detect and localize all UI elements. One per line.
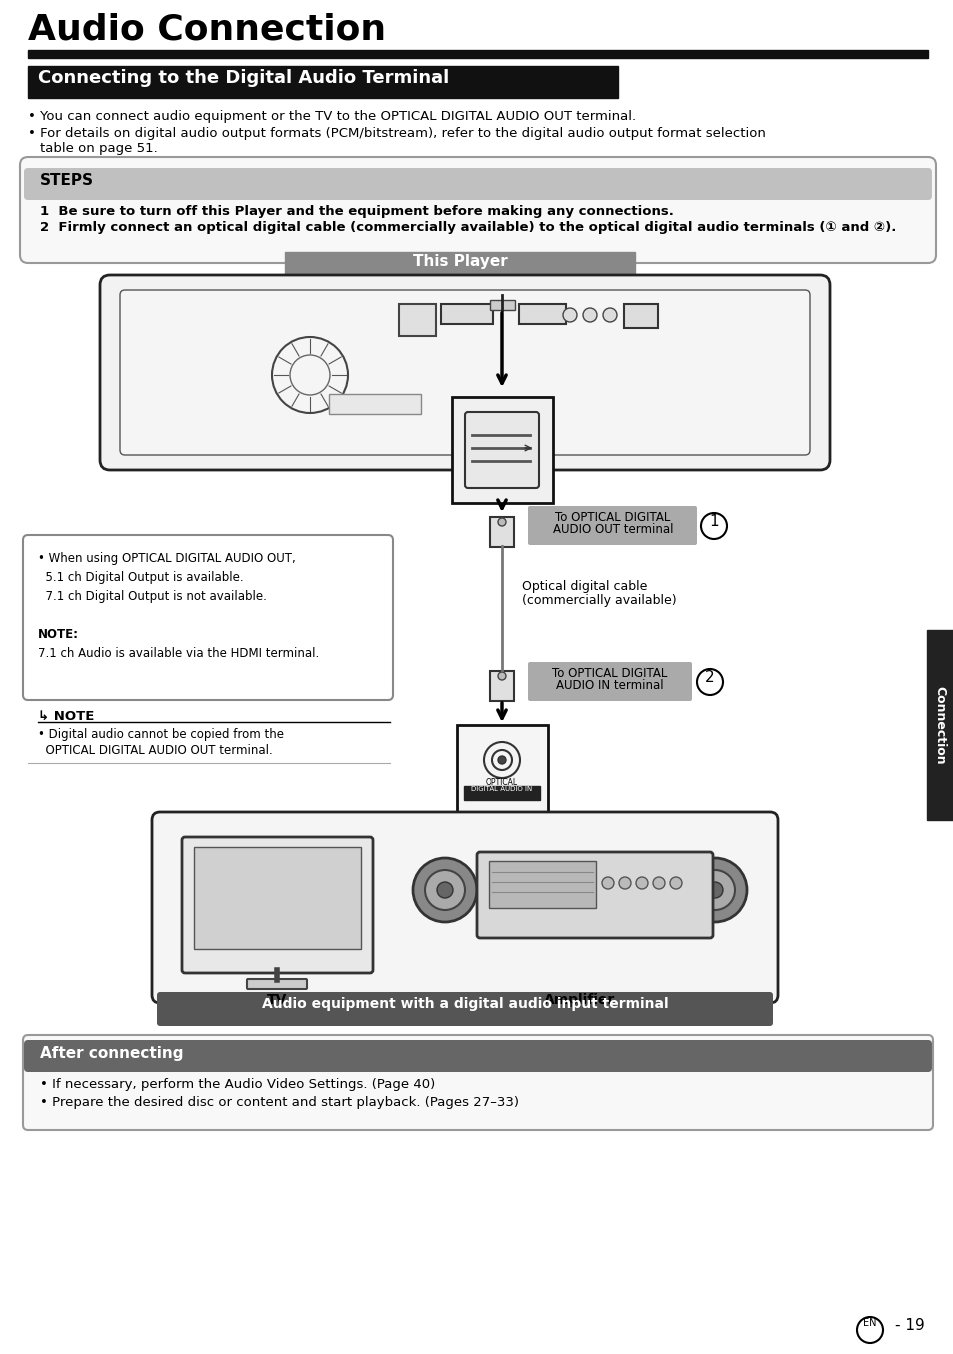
Text: 1  Be sure to turn off this Player and the equipment before making any connectio: 1 Be sure to turn off this Player and th…	[40, 204, 673, 218]
Text: AUDIO IN terminal: AUDIO IN terminal	[556, 678, 663, 692]
Circle shape	[601, 877, 614, 890]
Text: 2: 2	[704, 670, 714, 685]
Text: • You can connect audio equipment or the TV to the OPTICAL DIGITAL AUDIO OUT ter: • You can connect audio equipment or the…	[28, 110, 636, 123]
Text: Audio equipment with a digital audio input terminal: Audio equipment with a digital audio inp…	[261, 997, 668, 1011]
Circle shape	[497, 519, 505, 525]
Text: STEPS: STEPS	[40, 173, 94, 188]
Text: Connection: Connection	[933, 685, 945, 764]
FancyBboxPatch shape	[152, 812, 778, 1003]
Circle shape	[695, 871, 734, 910]
FancyBboxPatch shape	[518, 305, 565, 324]
Text: Optical digital cable: Optical digital cable	[521, 580, 647, 593]
FancyBboxPatch shape	[247, 979, 307, 988]
FancyBboxPatch shape	[24, 1040, 931, 1072]
Circle shape	[413, 858, 476, 922]
Circle shape	[497, 672, 505, 680]
FancyBboxPatch shape	[464, 412, 538, 487]
Circle shape	[562, 307, 577, 322]
FancyBboxPatch shape	[489, 861, 596, 909]
Circle shape	[618, 877, 630, 890]
FancyBboxPatch shape	[527, 662, 691, 701]
FancyBboxPatch shape	[193, 848, 360, 949]
Text: table on page 51.: table on page 51.	[40, 142, 157, 154]
FancyBboxPatch shape	[23, 1034, 932, 1131]
Bar	[463, 787, 539, 800]
FancyBboxPatch shape	[456, 724, 547, 816]
FancyBboxPatch shape	[476, 852, 712, 938]
Bar	[285, 252, 635, 278]
FancyBboxPatch shape	[452, 397, 553, 502]
Text: This Player: This Player	[413, 255, 507, 269]
Text: - 19: - 19	[894, 1317, 923, 1332]
Text: OPTICAL DIGITAL AUDIO OUT terminal.: OPTICAL DIGITAL AUDIO OUT terminal.	[38, 743, 273, 757]
Circle shape	[582, 307, 597, 322]
Text: (commercially available): (commercially available)	[521, 594, 676, 607]
FancyBboxPatch shape	[23, 535, 393, 700]
Text: AUDIO OUT terminal: AUDIO OUT terminal	[552, 523, 673, 536]
Text: • Prepare the desired disc or content and start playback. (Pages 27–33): • Prepare the desired disc or content an…	[40, 1095, 518, 1109]
Text: • When using OPTICAL DIGITAL AUDIO OUT,: • When using OPTICAL DIGITAL AUDIO OUT,	[38, 552, 295, 565]
Circle shape	[436, 881, 453, 898]
Circle shape	[682, 858, 746, 922]
FancyBboxPatch shape	[623, 305, 658, 328]
Circle shape	[652, 877, 664, 890]
FancyBboxPatch shape	[329, 394, 420, 414]
Circle shape	[706, 881, 722, 898]
FancyBboxPatch shape	[490, 301, 515, 310]
FancyBboxPatch shape	[182, 837, 373, 974]
Bar	[926, 630, 953, 821]
Text: EN: EN	[862, 1317, 876, 1328]
Text: To OPTICAL DIGITAL: To OPTICAL DIGITAL	[555, 510, 670, 524]
Circle shape	[497, 756, 505, 764]
Bar	[28, 66, 618, 97]
Text: 7.1 ch Digital Output is not available.: 7.1 ch Digital Output is not available.	[38, 590, 267, 603]
FancyBboxPatch shape	[490, 517, 514, 547]
Text: Amplifier: Amplifier	[544, 992, 615, 1007]
Text: • Digital audio cannot be copied from the: • Digital audio cannot be copied from th…	[38, 728, 284, 741]
Text: • If necessary, perform the Audio Video Settings. (Page 40): • If necessary, perform the Audio Video …	[40, 1078, 435, 1091]
FancyBboxPatch shape	[24, 168, 931, 200]
FancyBboxPatch shape	[20, 157, 935, 263]
Circle shape	[636, 877, 647, 890]
Text: DIGITAL AUDIO IN: DIGITAL AUDIO IN	[471, 787, 532, 792]
Text: 5.1 ch Digital Output is available.: 5.1 ch Digital Output is available.	[38, 571, 243, 584]
FancyBboxPatch shape	[490, 672, 514, 701]
Text: After connecting: After connecting	[40, 1047, 183, 1062]
Text: NOTE:: NOTE:	[38, 628, 79, 640]
FancyBboxPatch shape	[100, 275, 829, 470]
FancyBboxPatch shape	[398, 305, 436, 336]
Text: ↳ NOTE: ↳ NOTE	[38, 709, 94, 723]
Text: 7.1 ch Audio is available via the HDMI terminal.: 7.1 ch Audio is available via the HDMI t…	[38, 647, 319, 659]
Circle shape	[602, 307, 617, 322]
Bar	[28, 50, 927, 58]
Text: • For details on digital audio output formats (PCM/bitstream), refer to the digi: • For details on digital audio output fo…	[28, 127, 765, 139]
Text: Audio Connection: Audio Connection	[28, 12, 386, 46]
Circle shape	[424, 871, 464, 910]
Text: 2  Firmly connect an optical digital cable (commercially available) to the optic: 2 Firmly connect an optical digital cabl…	[40, 221, 896, 234]
FancyBboxPatch shape	[157, 992, 772, 1026]
Text: OPTICAL: OPTICAL	[485, 779, 517, 787]
FancyBboxPatch shape	[120, 290, 809, 455]
Circle shape	[669, 877, 681, 890]
FancyBboxPatch shape	[527, 506, 697, 546]
Text: To OPTICAL DIGITAL: To OPTICAL DIGITAL	[552, 668, 667, 680]
Text: TV: TV	[267, 992, 287, 1007]
FancyBboxPatch shape	[440, 305, 493, 324]
Text: Connecting to the Digital Audio Terminal: Connecting to the Digital Audio Terminal	[38, 69, 449, 87]
Text: 1: 1	[708, 515, 718, 529]
